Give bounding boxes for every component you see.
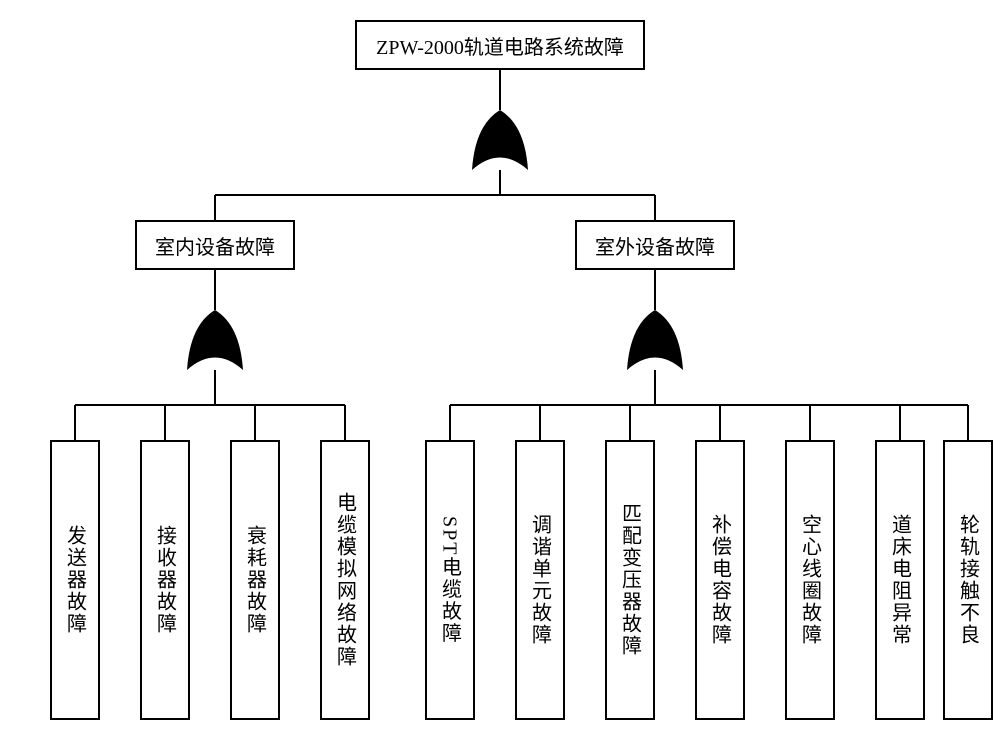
leaf-label: 接收器故障 [151,525,180,635]
leaf-label: SPT电缆故障 [436,516,465,644]
leaf-label: 轮轨接触不良 [954,514,983,646]
leaf-label: 发送器故障 [61,525,90,635]
leaf-node: 轮轨接触不良 [943,440,993,720]
outdoor-label: 室外设备故障 [595,231,715,260]
root-label: ZPW-2000轨道电路系统故障 [376,31,624,60]
leaf-label: 调谐单元故障 [526,514,555,646]
leaf-label: 匹配变压器故障 [616,503,645,657]
leaf-node: 接收器故障 [140,440,190,720]
leaf-node: 补偿电容故障 [695,440,745,720]
leaf-label: 电缆模拟网络故障 [331,492,360,668]
leaf-node: 道床电阻异常 [875,440,925,720]
outdoor-node: 室外设备故障 [575,220,735,270]
leaf-label: 道床电阻异常 [886,514,915,646]
root-node: ZPW-2000轨道电路系统故障 [355,20,645,70]
or-gate-icon [472,110,528,170]
leaf-node: SPT电缆故障 [425,440,475,720]
leaf-label: 补偿电容故障 [706,514,735,646]
indoor-label: 室内设备故障 [155,231,275,260]
leaf-node: 发送器故障 [50,440,100,720]
leaf-node: 衰耗器故障 [230,440,280,720]
leaf-node: 调谐单元故障 [515,440,565,720]
leaf-node: 空心线圈故障 [785,440,835,720]
leaf-label: 衰耗器故障 [241,525,270,635]
or-gate-icon [187,310,243,370]
indoor-node: 室内设备故障 [135,220,295,270]
or-gate-icon [627,310,683,370]
leaf-node: 电缆模拟网络故障 [320,440,370,720]
leaf-label: 空心线圈故障 [796,514,825,646]
leaf-node: 匹配变压器故障 [605,440,655,720]
